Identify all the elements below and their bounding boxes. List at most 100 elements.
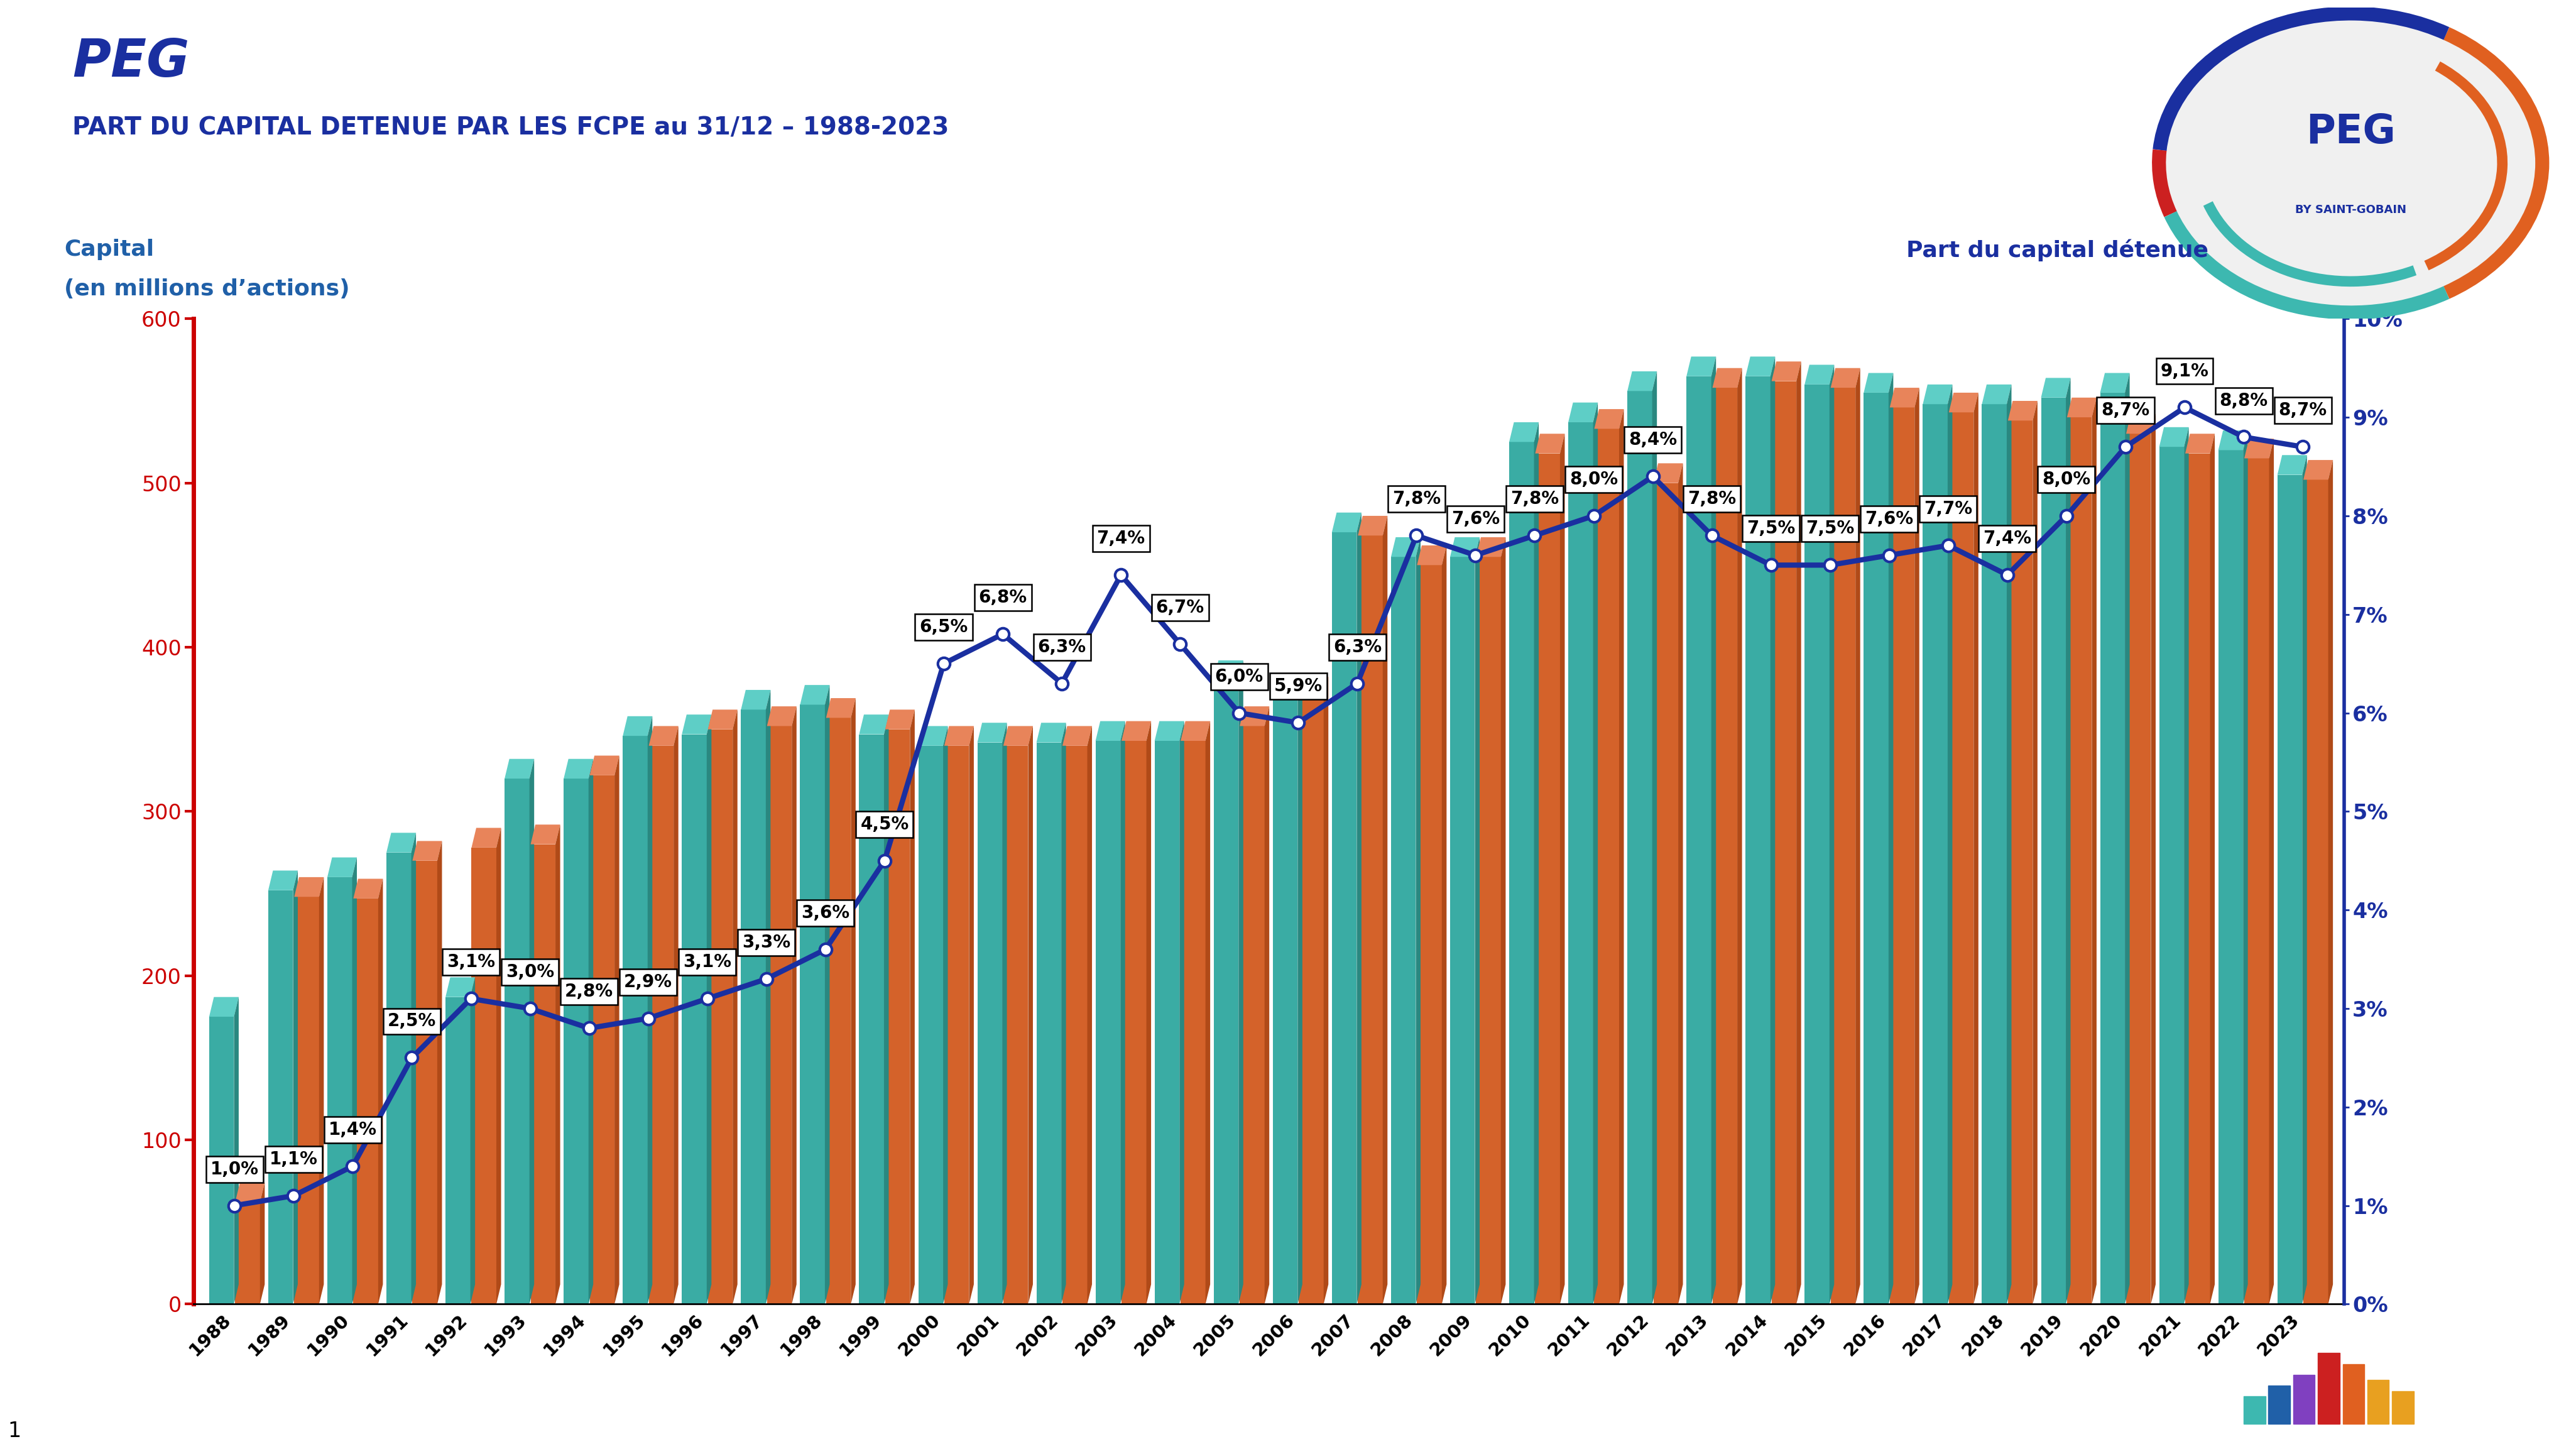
Text: 6,0%: 6,0%	[1216, 668, 1262, 685]
Polygon shape	[886, 710, 914, 729]
Bar	[1569, 422, 1592, 1304]
Polygon shape	[438, 840, 443, 1304]
Polygon shape	[1533, 422, 1538, 1304]
Text: 2,5%: 2,5%	[386, 1013, 435, 1030]
Polygon shape	[2092, 397, 2097, 1304]
Polygon shape	[1713, 368, 1741, 388]
Text: 7,8%: 7,8%	[1391, 490, 1440, 509]
Polygon shape	[1332, 513, 1363, 532]
Polygon shape	[1213, 661, 1244, 680]
Polygon shape	[209, 997, 240, 1017]
Text: 9,1%: 9,1%	[2161, 362, 2208, 380]
Bar	[2125, 433, 2151, 1304]
Polygon shape	[564, 759, 592, 778]
Bar	[1476, 556, 1502, 1304]
Polygon shape	[765, 690, 770, 1304]
Polygon shape	[1829, 365, 1834, 1304]
Polygon shape	[1002, 723, 1007, 1304]
Bar	[590, 775, 616, 1304]
Polygon shape	[2303, 459, 2334, 480]
Polygon shape	[1121, 722, 1126, 1304]
Polygon shape	[2293, 1375, 2316, 1423]
Bar	[2244, 458, 2269, 1304]
Polygon shape	[556, 824, 559, 1304]
Polygon shape	[471, 827, 502, 848]
Polygon shape	[1358, 516, 1388, 536]
Bar	[531, 845, 556, 1304]
Bar	[1417, 565, 1443, 1304]
Text: 7,4%: 7,4%	[1984, 530, 2032, 548]
Polygon shape	[791, 706, 796, 1304]
Text: 7,5%: 7,5%	[1747, 520, 1795, 538]
Bar	[1095, 740, 1121, 1304]
Polygon shape	[1087, 726, 1092, 1304]
Polygon shape	[379, 878, 384, 1304]
Polygon shape	[850, 698, 855, 1304]
Polygon shape	[1592, 403, 1597, 1304]
Text: 6,5%: 6,5%	[920, 619, 969, 636]
Polygon shape	[234, 1182, 265, 1203]
Bar	[1213, 680, 1239, 1304]
Bar	[353, 898, 379, 1304]
Polygon shape	[353, 858, 358, 1304]
Polygon shape	[732, 710, 737, 1304]
Text: 1: 1	[8, 1421, 21, 1442]
Polygon shape	[1476, 538, 1479, 1304]
Bar	[1981, 404, 2007, 1304]
Polygon shape	[2007, 401, 2038, 420]
Bar	[1922, 404, 1947, 1304]
Polygon shape	[1358, 513, 1363, 1304]
Polygon shape	[1855, 368, 1860, 1304]
Bar	[294, 897, 319, 1304]
Bar	[2159, 446, 2184, 1304]
Text: 8,7%: 8,7%	[2102, 401, 2151, 419]
Polygon shape	[505, 759, 533, 778]
Text: 8,7%: 8,7%	[2280, 401, 2326, 419]
Polygon shape	[1095, 722, 1126, 740]
Polygon shape	[1298, 677, 1329, 697]
Bar	[2099, 393, 2125, 1304]
Circle shape	[2159, 13, 2543, 313]
Polygon shape	[2218, 430, 2249, 451]
Bar	[1154, 740, 1180, 1304]
Polygon shape	[1510, 422, 1538, 442]
Text: 7,6%: 7,6%	[1450, 510, 1499, 527]
Bar	[1332, 532, 1358, 1304]
Polygon shape	[1383, 516, 1388, 1304]
Polygon shape	[917, 726, 948, 746]
Polygon shape	[1061, 726, 1092, 746]
Polygon shape	[1710, 356, 1716, 1304]
Text: 5,9%: 5,9%	[1275, 678, 1321, 696]
Polygon shape	[1654, 464, 1682, 483]
Polygon shape	[2244, 439, 2275, 458]
Polygon shape	[531, 759, 533, 1304]
Bar	[1298, 697, 1324, 1304]
Polygon shape	[2210, 433, 2215, 1304]
Bar	[1061, 746, 1087, 1304]
Polygon shape	[1747, 356, 1775, 377]
Polygon shape	[1265, 706, 1270, 1304]
Text: 2,9%: 2,9%	[623, 974, 672, 991]
Polygon shape	[2099, 372, 2130, 393]
Text: Capital: Capital	[64, 239, 155, 261]
Bar	[1687, 377, 1710, 1304]
Bar	[1654, 483, 1677, 1304]
Text: 2,8%: 2,8%	[564, 982, 613, 1001]
Polygon shape	[1298, 677, 1303, 1304]
Text: 8,0%: 8,0%	[1569, 471, 1618, 488]
Polygon shape	[1028, 726, 1033, 1304]
Polygon shape	[616, 755, 618, 1304]
Bar	[1391, 556, 1417, 1304]
Polygon shape	[412, 833, 415, 1304]
Polygon shape	[1476, 538, 1504, 556]
Bar	[268, 890, 294, 1304]
Polygon shape	[1180, 722, 1211, 740]
Polygon shape	[623, 716, 652, 736]
Polygon shape	[1795, 361, 1801, 1304]
Polygon shape	[1891, 388, 1919, 407]
Text: 6,8%: 6,8%	[979, 588, 1028, 607]
Bar	[1121, 740, 1146, 1304]
Bar	[1510, 442, 1533, 1304]
Polygon shape	[824, 685, 829, 1304]
Text: 7,7%: 7,7%	[1924, 500, 1973, 517]
